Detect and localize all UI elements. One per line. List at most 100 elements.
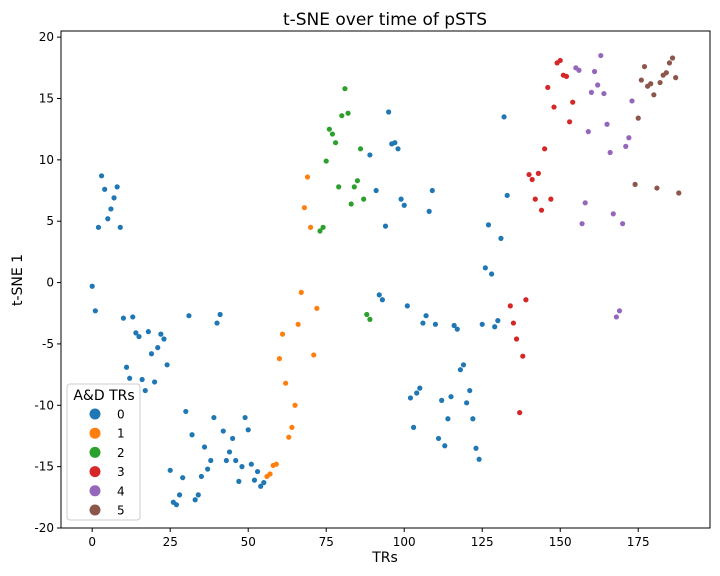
- y-tick-label: -10: [34, 398, 54, 412]
- data-point: [485, 222, 492, 228]
- data-point: [195, 492, 201, 498]
- series-1: [264, 174, 320, 480]
- data-point: [258, 483, 264, 489]
- data-point: [392, 140, 398, 146]
- data-point: [666, 60, 673, 66]
- data-point: [148, 351, 155, 357]
- data-point: [432, 321, 439, 327]
- data-point: [223, 457, 229, 464]
- data-point: [613, 314, 619, 320]
- chart-title: t-SNE over time of pSTS: [283, 10, 487, 30]
- data-point: [379, 297, 385, 303]
- data-point: [152, 379, 158, 385]
- x-tick-label: 75: [319, 535, 334, 549]
- series-0: [89, 109, 510, 508]
- data-point: [638, 77, 644, 83]
- data-point: [292, 402, 298, 408]
- data-point: [230, 435, 236, 442]
- data-point: [451, 322, 457, 329]
- data-point: [557, 57, 563, 64]
- data-point: [364, 311, 370, 318]
- data-point: [414, 390, 420, 396]
- data-point: [607, 149, 613, 156]
- data-point: [89, 283, 95, 289]
- data-point: [357, 146, 364, 152]
- data-point: [523, 297, 529, 303]
- data-point: [183, 408, 189, 415]
- data-point: [479, 321, 485, 327]
- data-point: [189, 432, 195, 438]
- data-point: [254, 468, 261, 475]
- data-point: [426, 208, 432, 214]
- x-tick-label: 125: [471, 535, 494, 549]
- data-point: [198, 473, 205, 480]
- data-point: [283, 380, 289, 386]
- data-point: [376, 292, 382, 298]
- x-tick-label: 100: [393, 535, 416, 549]
- series-4: [573, 52, 635, 320]
- data-point: [591, 68, 598, 75]
- data-point: [616, 308, 623, 314]
- data-point: [673, 75, 679, 81]
- data-point: [220, 428, 226, 434]
- data-point: [145, 329, 151, 335]
- data-point: [632, 181, 638, 187]
- data-point: [382, 223, 389, 229]
- data-point: [663, 70, 669, 76]
- data-point: [133, 330, 139, 336]
- data-point: [105, 216, 111, 222]
- data-point: [354, 178, 361, 184]
- data-point: [233, 457, 239, 464]
- data-point: [339, 113, 345, 119]
- scatter-points: [89, 52, 682, 508]
- data-point: [460, 362, 467, 368]
- data-point: [111, 195, 117, 201]
- data-point: [167, 467, 173, 473]
- data-point: [498, 235, 504, 241]
- data-point: [538, 207, 545, 213]
- data-point: [373, 187, 379, 194]
- data-point: [507, 303, 513, 309]
- data-point: [214, 320, 220, 326]
- plot-area: [60, 30, 711, 529]
- data-point: [323, 158, 329, 164]
- data-point: [598, 52, 604, 59]
- x-axis-label: TRs: [371, 550, 398, 566]
- data-point: [488, 271, 495, 277]
- legend-label: 1: [117, 427, 125, 441]
- data-point: [601, 90, 607, 97]
- data-point: [267, 471, 273, 477]
- data-point: [120, 315, 127, 321]
- data-point: [298, 289, 304, 295]
- legend-marker: [89, 446, 101, 458]
- data-point: [286, 434, 292, 440]
- data-point: [510, 320, 517, 326]
- data-point: [176, 492, 183, 498]
- data-point: [361, 196, 367, 202]
- data-point: [127, 375, 133, 381]
- legend-marker: [89, 466, 101, 478]
- data-point: [563, 73, 570, 80]
- data-point: [657, 79, 663, 86]
- data-point: [417, 385, 423, 391]
- data-point: [205, 466, 211, 472]
- data-point: [92, 308, 98, 314]
- data-point: [620, 221, 626, 227]
- data-point: [501, 114, 507, 120]
- legend-label: 3: [117, 465, 125, 479]
- data-point: [242, 414, 248, 421]
- data-point: [208, 457, 214, 464]
- data-point: [532, 196, 538, 202]
- data-point: [470, 416, 476, 422]
- y-tick-label: 10: [39, 153, 54, 167]
- plot-frame: [60, 30, 711, 529]
- data-point: [535, 170, 541, 176]
- y-tick-label: -15: [34, 460, 54, 474]
- x-tick-label: 150: [549, 535, 572, 549]
- data-point: [311, 352, 317, 358]
- data-point: [623, 143, 629, 149]
- data-point: [342, 86, 348, 92]
- data-point: [457, 367, 463, 373]
- x-tick-label: 25: [163, 535, 178, 549]
